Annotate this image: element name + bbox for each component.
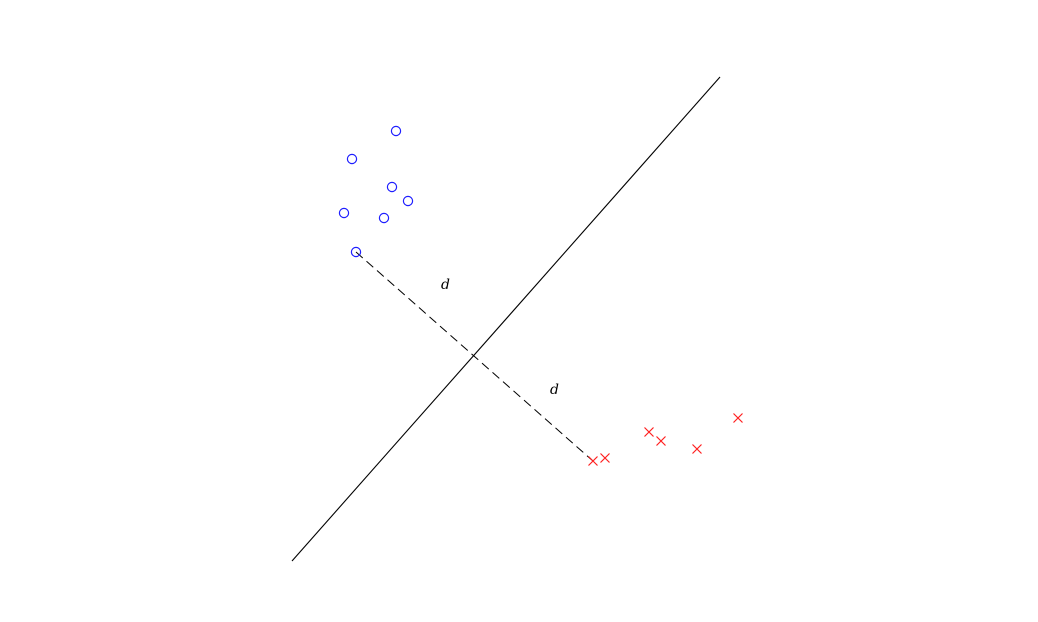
circle-point	[402, 195, 414, 207]
cross-point	[692, 444, 702, 454]
circle-point	[390, 125, 402, 137]
cross-point	[733, 413, 743, 423]
margin-label-lower: d	[550, 382, 559, 398]
margin-label-upper: d	[441, 277, 450, 293]
circle-point	[386, 181, 398, 193]
cross-point	[644, 427, 654, 437]
circle-point	[378, 212, 390, 224]
circle-class-points	[338, 125, 414, 258]
cross-class-points	[588, 413, 743, 466]
cross-point	[656, 436, 666, 446]
circle-point	[350, 246, 362, 258]
margin-distance-line	[355, 251, 594, 462]
cross-point	[588, 456, 598, 466]
cross-point	[600, 453, 610, 463]
circle-point	[338, 207, 350, 219]
circle-point	[346, 153, 358, 165]
separating-line	[291, 76, 721, 562]
